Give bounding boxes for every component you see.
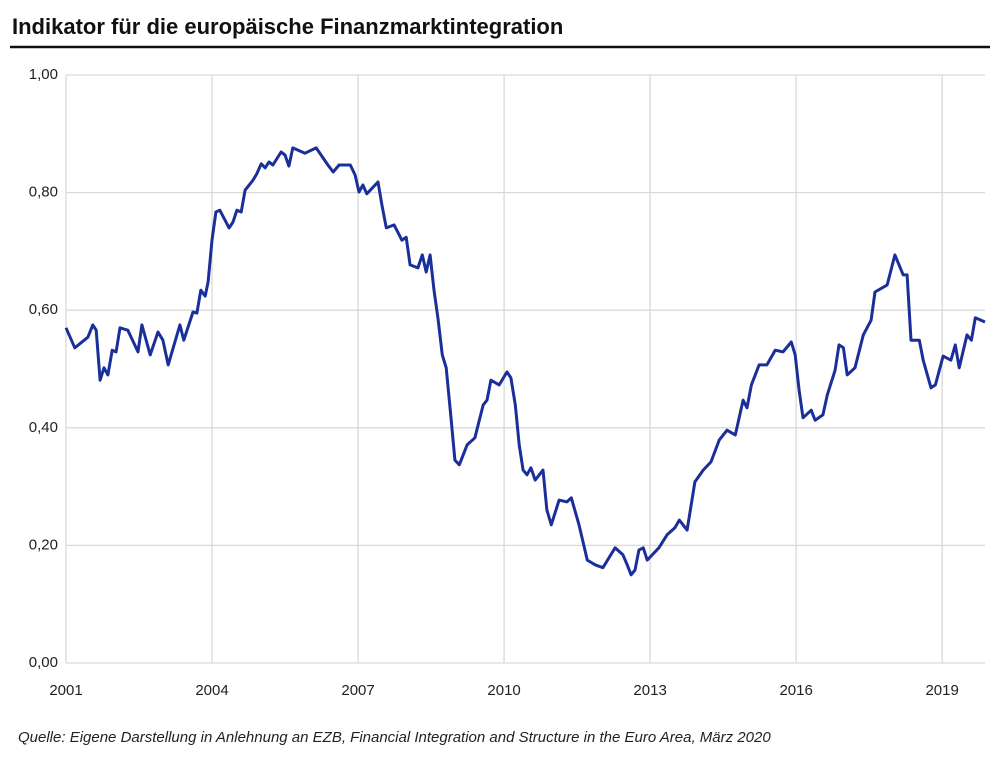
chart-title: Indikator für die europäische Finanzmark… — [12, 14, 563, 39]
x-tick-label: 2013 — [633, 682, 666, 699]
x-tick-label: 2004 — [195, 682, 228, 699]
y-tick-label: 0,40 — [29, 419, 58, 436]
data-line — [64, 146, 986, 577]
y-tick-label: 0,00 — [29, 654, 58, 671]
y-tick-label: 1,00 — [29, 66, 58, 83]
x-tick-label: 2001 — [49, 682, 82, 699]
y-tick-label: 0,60 — [29, 301, 58, 318]
y-tick-label: 0,20 — [29, 536, 58, 553]
y-tick-label: 0,80 — [29, 184, 58, 201]
x-tick-label: 2019 — [925, 682, 958, 699]
source-note: Quelle: Eigene Darstellung in Anlehnung … — [18, 729, 771, 746]
x-tick-label: 2010 — [487, 682, 520, 699]
x-tick-label: 2007 — [341, 682, 374, 699]
x-tick-label: 2016 — [779, 682, 812, 699]
